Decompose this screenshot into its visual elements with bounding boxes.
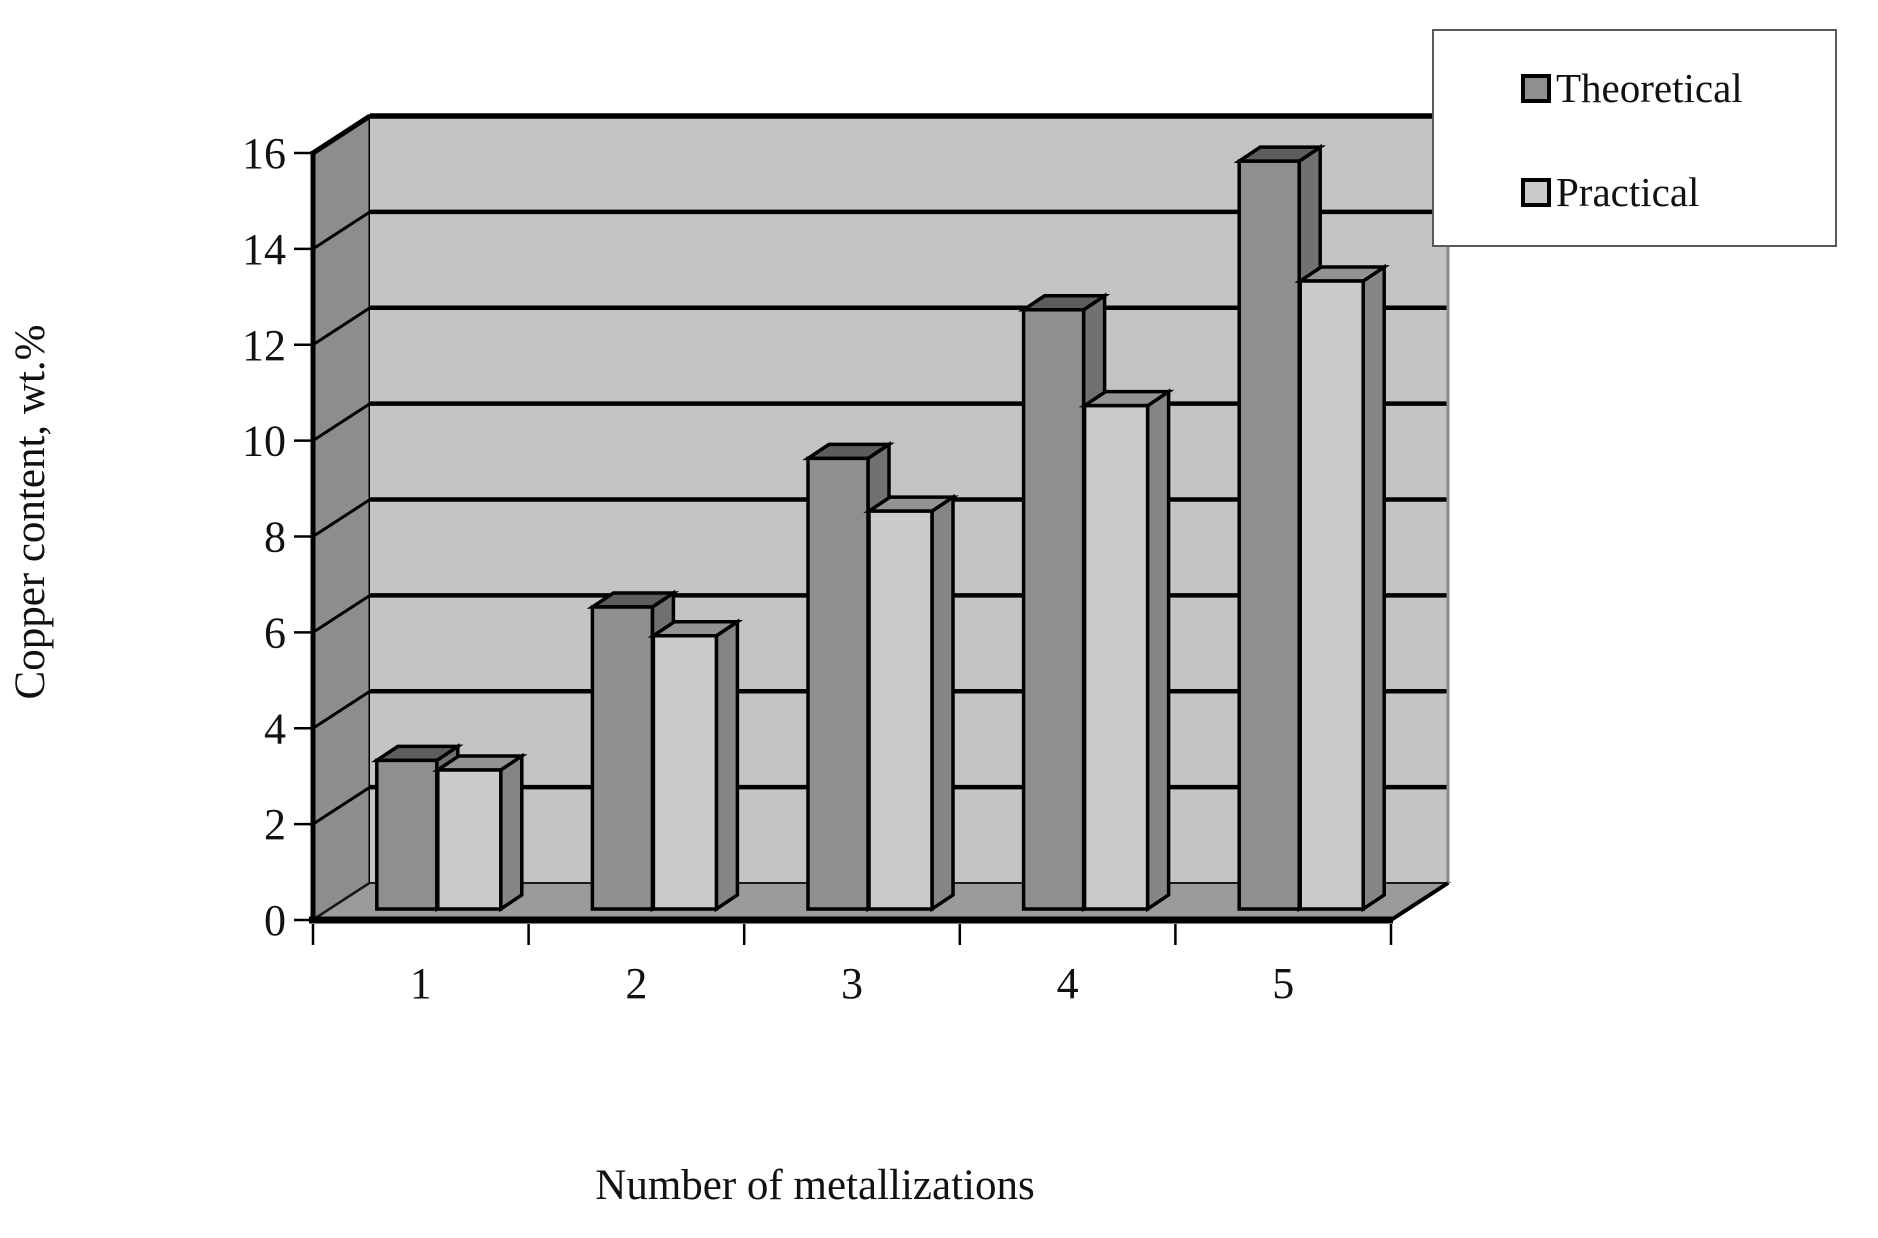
- bar-practical-5-front-face: [1298, 279, 1365, 911]
- x-tick-label-2: 2: [625, 959, 647, 1008]
- y-tick-label-8: 8: [264, 513, 286, 562]
- bar-practical-4-side-face: [1145, 388, 1171, 913]
- y-tick-label-12: 12: [242, 321, 286, 370]
- gridline-step-2: [312, 785, 371, 826]
- y-tick-label-10: 10: [242, 417, 286, 466]
- x-tick-label-4: 4: [1057, 959, 1079, 1008]
- legend-item-theoretical: Theoretical: [1521, 65, 1743, 111]
- y-tick-label-16: 16: [242, 129, 286, 178]
- bar-practical-4-front-face: [1082, 403, 1150, 911]
- gridline-step-12: [312, 306, 371, 347]
- gridline-step-6: [312, 594, 371, 634]
- legend-label-practical: Practical: [1556, 169, 1699, 215]
- y-tick-label-0: 0: [264, 896, 286, 945]
- legend-label-theoretical: Theoretical: [1556, 65, 1743, 111]
- wall-top-edge-left: [311, 113, 372, 156]
- y-tick-label-6: 6: [264, 608, 286, 657]
- bar-theoretical-2-front-face: [590, 605, 655, 911]
- y-tick-label-14: 14: [242, 225, 286, 274]
- floor-right-edge: [1389, 881, 1450, 922]
- bar-practical-2: [647, 618, 744, 913]
- bar-practical-5: [1294, 263, 1390, 913]
- y-tick-label-4: 4: [264, 704, 286, 753]
- bar-practical-5-side-face: [1361, 263, 1386, 913]
- legend-box: [1432, 29, 1837, 247]
- bar-practical-1-side-face: [499, 752, 524, 913]
- y-axis-title: Copper content, wt.%: [7, 325, 54, 700]
- bar-practical-2-front-face: [651, 634, 719, 911]
- gridline-step-14: [312, 210, 371, 251]
- gridline-step-10: [312, 402, 371, 442]
- bar-theoretical-1-front-face: [375, 758, 439, 911]
- bar-practical-3-front-face: [867, 509, 934, 911]
- legend-swatch-theoretical-icon: [1521, 74, 1551, 103]
- bar-practical-3-side-face: [930, 493, 955, 913]
- x-tick-label-3: 3: [841, 959, 863, 1008]
- gridline-step-4: [312, 689, 371, 730]
- bar-practical-2-side-face: [714, 618, 740, 913]
- legend: Theoretical Practical: [1432, 29, 1837, 247]
- bar-practical-4: [1078, 388, 1175, 913]
- x-tick-label-5: 5: [1272, 959, 1294, 1008]
- bar-practical-1: [432, 752, 528, 913]
- bar-practical-1-front-face: [436, 768, 503, 911]
- bar-theoretical-3-front-face: [806, 456, 870, 911]
- x-axis-title: Number of metallizations: [595, 1162, 1034, 1209]
- bar-theoretical-5-front-face: [1237, 159, 1301, 911]
- bar-practical-3: [863, 493, 959, 913]
- bar-theoretical-4-front-face: [1021, 308, 1086, 911]
- gridline-step-8: [312, 498, 371, 538]
- y-tick-label-2: 2: [264, 800, 286, 849]
- legend-item-practical: Practical: [1521, 169, 1699, 215]
- x-tick-label-1: 1: [410, 959, 432, 1008]
- legend-swatch-practical-icon: [1521, 178, 1551, 207]
